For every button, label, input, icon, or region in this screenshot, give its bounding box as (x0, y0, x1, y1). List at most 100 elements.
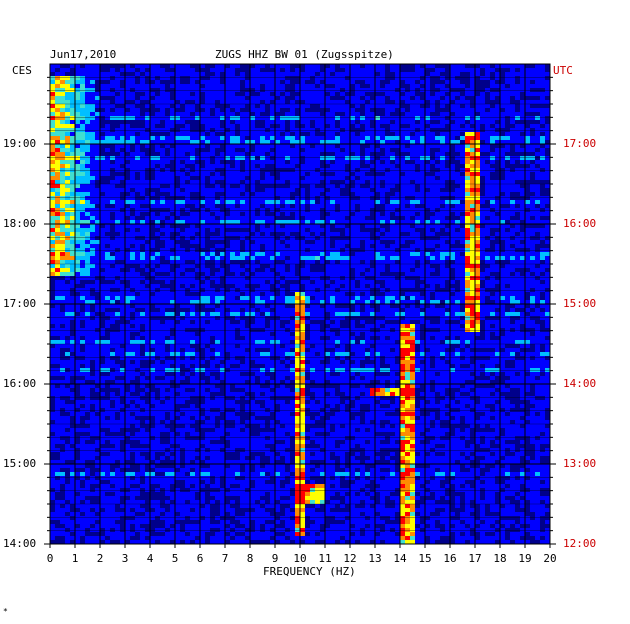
spectrogram-cell (405, 292, 410, 296)
spectrogram-cell (505, 280, 510, 284)
spectrogram-cell (510, 336, 515, 340)
spectrogram-cell (95, 260, 100, 264)
spectrogram-cell (415, 328, 420, 332)
spectrogram-cell (495, 264, 500, 268)
spectrogram-cell (465, 232, 470, 236)
spectrogram-cell (50, 84, 55, 88)
spectrogram-cell (105, 164, 110, 168)
spectrogram-cell (305, 156, 310, 160)
spectrogram-cell (290, 160, 295, 164)
spectrogram-cell (80, 332, 85, 336)
spectrogram-cell (390, 316, 395, 320)
spectrogram-cell (540, 160, 545, 164)
spectrogram-cell (405, 188, 410, 192)
spectrogram-cell (455, 116, 460, 120)
spectrogram-cell (470, 88, 475, 92)
spectrogram-cell (110, 296, 115, 300)
spectrogram-cell (345, 148, 350, 152)
spectrogram-cell (90, 144, 95, 148)
spectrogram-cell (335, 324, 340, 328)
spectrogram-cell (470, 116, 475, 120)
spectrogram-cell (430, 188, 435, 192)
spectrogram-cell (370, 84, 375, 88)
spectrogram-cell (110, 104, 115, 108)
spectrogram-cell (355, 268, 360, 272)
spectrogram-cell (330, 296, 335, 300)
spectrogram-cell (315, 336, 320, 340)
spectrogram-cell (300, 168, 305, 172)
spectrogram-cell (290, 252, 295, 256)
spectrogram-cell (540, 212, 545, 216)
spectrogram-cell (365, 272, 370, 276)
spectrogram-cell (465, 256, 470, 260)
spectrogram-cell (425, 268, 430, 272)
spectrogram-cell (300, 268, 305, 272)
spectrogram-cell (195, 88, 200, 92)
spectrogram-cell (400, 304, 405, 308)
spectrogram-cell (455, 172, 460, 176)
spectrogram-cell (405, 136, 410, 140)
spectrogram-cell (520, 304, 525, 308)
spectrogram-cell (500, 280, 505, 284)
spectrogram-cell (545, 92, 550, 96)
spectrogram-cell (170, 140, 175, 144)
spectrogram-cell (305, 164, 310, 168)
spectrogram-cell (55, 264, 60, 268)
spectrogram-cell (230, 332, 235, 336)
spectrogram-cell (230, 328, 235, 332)
spectrogram-cell (395, 168, 400, 172)
spectrogram-cell (135, 296, 140, 300)
spectrogram-cell (305, 236, 310, 240)
spectrogram-cell (55, 316, 60, 320)
spectrogram-cell (370, 204, 375, 208)
spectrogram-cell (330, 200, 335, 204)
spectrogram-cell (100, 112, 105, 116)
spectrogram-cell (390, 288, 395, 292)
spectrogram-cell (160, 300, 165, 304)
spectrogram-cell (275, 100, 280, 104)
spectrogram-cell (520, 252, 525, 256)
spectrogram-cell (450, 248, 455, 252)
spectrogram-cell (265, 92, 270, 96)
spectrogram-cell (325, 144, 330, 148)
spectrogram-cell (215, 256, 220, 260)
spectrogram-cell (500, 256, 505, 260)
spectrogram-cell (120, 76, 125, 80)
spectrogram-cell (465, 228, 470, 232)
spectrogram-cell (515, 88, 520, 92)
spectrogram-cell (205, 280, 210, 284)
spectrogram-cell (465, 88, 470, 92)
spectrogram-cell (125, 80, 130, 84)
spectrogram-cell (340, 200, 345, 204)
spectrogram-cell (355, 96, 360, 100)
spectrogram-cell (195, 268, 200, 272)
spectrogram-cell (100, 188, 105, 192)
spectrogram-cell (250, 228, 255, 232)
spectrogram-cell (315, 96, 320, 100)
spectrogram-cell (105, 136, 110, 140)
spectrogram-cell (85, 80, 90, 84)
spectrogram-cell (245, 100, 250, 104)
spectrogram-cell (200, 192, 205, 196)
spectrogram-cell (405, 268, 410, 272)
spectrogram-cell (400, 136, 405, 140)
spectrogram-cell (525, 140, 530, 144)
spectrogram-cell (505, 312, 510, 316)
spectrogram-cell (470, 192, 475, 196)
spectrogram-cell (500, 220, 505, 224)
spectrogram-cell (480, 232, 485, 236)
spectrogram-cell (455, 128, 460, 132)
spectrogram-cell (495, 296, 500, 300)
spectrogram-cell (280, 116, 285, 120)
spectrogram-cell (510, 120, 515, 124)
spectrogram-cell (545, 320, 550, 324)
spectrogram-cell (530, 264, 535, 268)
spectrogram-cell (170, 228, 175, 232)
spectrogram-cell (340, 84, 345, 88)
spectrogram-cell (80, 260, 85, 264)
spectrogram-cell (540, 112, 545, 116)
spectrogram-cell (150, 216, 155, 220)
spectrogram-cell (270, 116, 275, 120)
spectrogram-cell (430, 300, 435, 304)
spectrogram-cell (50, 244, 55, 248)
